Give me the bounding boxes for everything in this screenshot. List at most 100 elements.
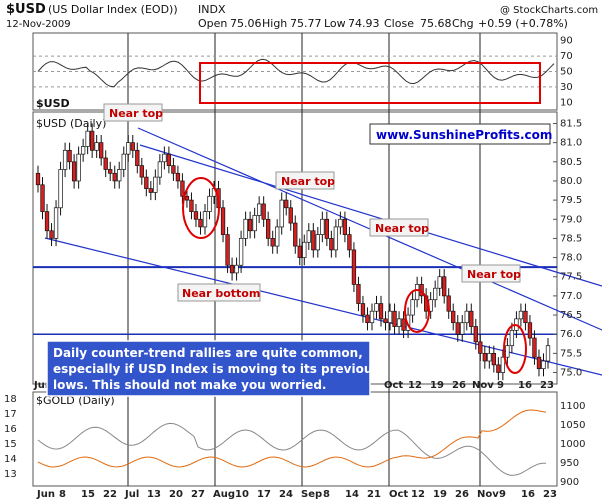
- url-box: [369, 123, 551, 145]
- price-tick-label: 77.5: [560, 272, 582, 283]
- near-top-3-label: Near top: [375, 222, 429, 235]
- candle-body: [76, 153, 81, 182]
- candle-body: [347, 234, 352, 251]
- candle-body: [329, 238, 334, 251]
- gold-left-tick-label: 18: [4, 394, 17, 405]
- price-tick-label: 77.0: [560, 291, 582, 302]
- price-tick-label: 75.5: [560, 348, 582, 359]
- candle-body: [198, 218, 203, 228]
- gold-panel-label: $GOLD (Daily): [36, 394, 115, 407]
- x-axis: Jun 8 15 22 Jul 13 20 27 Aug 10 17 24 Sep 8 14 21 Oct 12 1…: [36, 489, 557, 500]
- candle-body: [71, 161, 77, 182]
- price-tick-label: 81.5: [560, 118, 582, 129]
- candle-body: [257, 203, 262, 216]
- watermark: @ StockCharts.com: [500, 5, 598, 16]
- callout-near-top-3: Near top: [369, 218, 429, 237]
- x-tick-label: 21: [367, 489, 381, 500]
- candle-body: [505, 345, 510, 358]
- candle-body: [324, 218, 329, 239]
- x-tick-label: Nov: [477, 489, 499, 500]
- trendline: [139, 144, 602, 287]
- candle-body: [67, 149, 72, 163]
- gold-right-tick-label: 1000: [560, 439, 585, 450]
- rsi-highlight-box: [199, 62, 541, 104]
- candle-body: [378, 303, 384, 320]
- candle-body: [247, 218, 253, 232]
- callout-near-top-2: Near top: [275, 171, 335, 190]
- candle-body: [500, 356, 506, 373]
- price-x-tick-label: 26: [452, 380, 466, 391]
- gold-right-tick-label: 900: [560, 477, 579, 488]
- gold-left-tick-label: 13: [4, 469, 17, 480]
- x-tick-label: 12: [411, 489, 425, 500]
- x-tick-label: 10: [235, 489, 249, 500]
- x-tick-label: 17: [257, 489, 271, 500]
- candle-body: [157, 161, 163, 178]
- rsi-tick-label: 70: [560, 51, 573, 62]
- candle-body: [225, 234, 230, 266]
- price-axis: 81.5 81.0 80.5 80.0 79.5 79.0 78.5 78.0 77.5 77.0…: [553, 118, 582, 379]
- date-label: 12-Nov-2009: [6, 19, 71, 30]
- candle-body: [396, 318, 402, 327]
- candle-body: [536, 356, 542, 370]
- candle-body: [491, 353, 496, 366]
- candle-body: [99, 142, 104, 159]
- candle-body: [293, 222, 298, 247]
- open-value: 75.06: [230, 17, 262, 30]
- rsi-tick-label: 90: [560, 36, 573, 47]
- close-value: 75.68: [420, 17, 452, 30]
- price-x-tick-label: Jun: [33, 380, 52, 391]
- x-tick-label: 19: [433, 489, 447, 500]
- price-tick-label: 76.5: [560, 310, 582, 321]
- gold-axis: 18 17 16 15 14 13 1100 1050 1000 950 900: [4, 394, 585, 488]
- candle-body: [333, 226, 339, 251]
- candle-body: [80, 146, 86, 155]
- x-tick-label: 23: [543, 489, 557, 500]
- candle-body: [311, 230, 316, 251]
- candle-body: [112, 172, 117, 182]
- candle-body: [297, 245, 302, 258]
- index-name: (US Dollar Index (EOD)): [48, 3, 178, 16]
- candle-body: [270, 238, 275, 247]
- rsi-tick-label: 30: [560, 82, 573, 93]
- candle-body: [351, 249, 357, 285]
- candle-body: [509, 330, 515, 347]
- open-label: Open: [198, 17, 227, 30]
- close-label: Close: [384, 17, 414, 30]
- candle-body: [288, 207, 293, 224]
- candle-body: [527, 322, 533, 339]
- candle-body: [433, 287, 438, 301]
- circle-highlight-1: [182, 177, 220, 239]
- candle-body: [121, 153, 126, 170]
- candle-body: [383, 318, 388, 324]
- chg-label: Chg: [452, 17, 474, 30]
- candle-body: [139, 165, 144, 178]
- gold-line: [37, 422, 547, 476]
- gold-right-tick-label: 1050: [560, 420, 585, 431]
- rsi-panel-label: $USD: [36, 97, 70, 110]
- x-tick-label: 15: [81, 489, 95, 500]
- candle-body: [266, 218, 271, 239]
- candle-body: [184, 195, 190, 201]
- candle-body: [374, 303, 379, 312]
- exchange-label: INDX: [198, 3, 226, 16]
- candle-body: [356, 284, 361, 304]
- candle-body: [202, 211, 208, 228]
- candle-body: [144, 176, 149, 189]
- candle-body: [387, 310, 393, 324]
- candle-body: [126, 142, 131, 155]
- high-label: High: [262, 17, 287, 30]
- gold-left-tick-label: 15: [4, 439, 17, 450]
- price-x-tick-label: Nov: [472, 380, 494, 391]
- candle-body: [478, 341, 483, 354]
- candle-body: [162, 153, 167, 163]
- low-label: Low: [324, 17, 346, 30]
- candle-body: [135, 149, 140, 166]
- candle-body: [58, 169, 63, 209]
- gold-layer: [37, 409, 547, 476]
- x-tick-label: 27: [191, 489, 205, 500]
- candle-body: [414, 284, 420, 301]
- candle-body: [279, 199, 284, 228]
- candle-body: [469, 310, 474, 327]
